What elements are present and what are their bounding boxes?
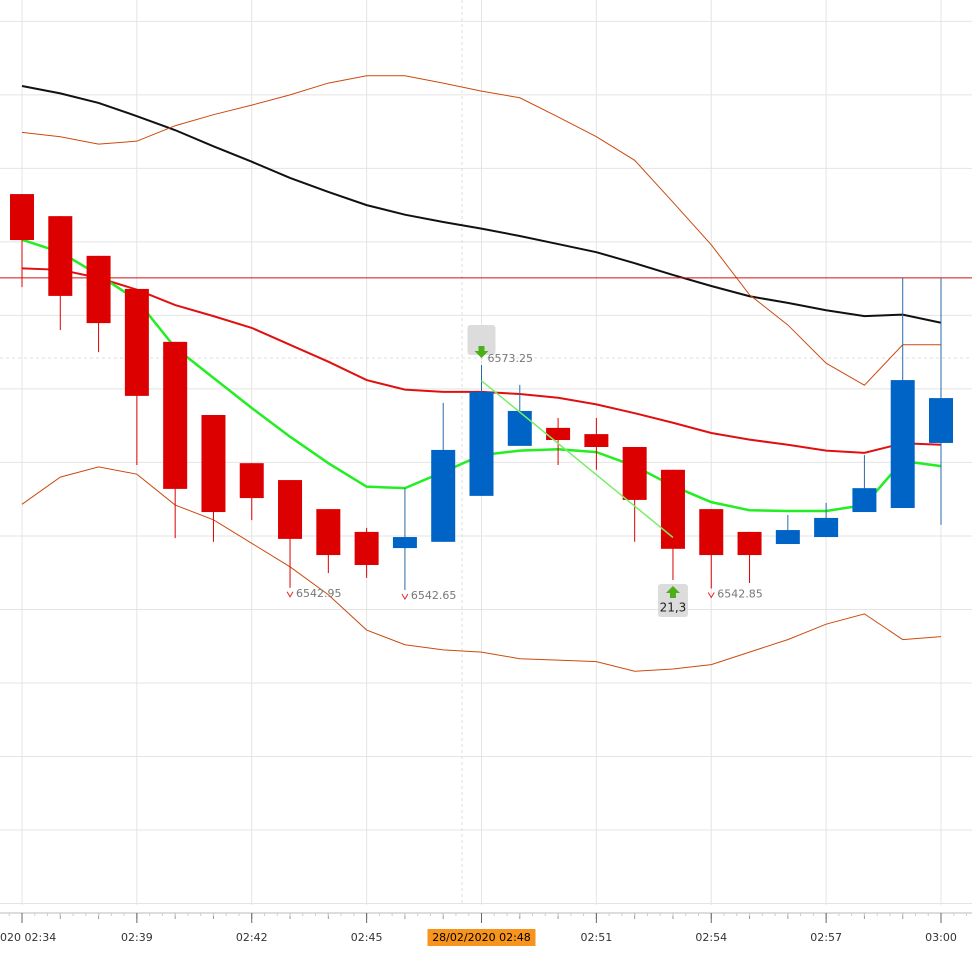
- candle-body: [431, 449, 456, 542]
- x-tick-label: 03:00: [925, 931, 957, 944]
- x-tick-label: 28/02/2020 02:48: [432, 931, 531, 944]
- candle-body: [10, 194, 34, 241]
- candle-body: [201, 415, 226, 513]
- price-label: 6542.85: [717, 588, 763, 601]
- candle-body: [469, 391, 494, 496]
- x-tick-label: 02:39: [121, 931, 153, 944]
- x-tick-label: 02:42: [236, 931, 268, 944]
- low-marker: [286, 591, 294, 598]
- indicator-line: [21, 75, 941, 386]
- x-tick-label: 020 02:34: [0, 931, 56, 944]
- arrow-down: [474, 346, 489, 359]
- candle-body: [814, 517, 839, 538]
- candle-body: [929, 398, 953, 443]
- x-tick-label: 02:54: [695, 931, 727, 944]
- x-tick-label: 02:45: [351, 931, 383, 944]
- indicator-line: [21, 85, 942, 324]
- candle-body: [660, 469, 685, 549]
- candle-body: [278, 480, 303, 539]
- price-label: 6573.25: [488, 352, 534, 365]
- signal-box: [467, 325, 496, 356]
- candle-body: [546, 427, 571, 441]
- candle-body: [890, 380, 915, 509]
- candle-body: [86, 255, 111, 324]
- candle-body: [852, 488, 877, 513]
- arrow-up: [665, 586, 680, 599]
- candle-body: [392, 537, 417, 549]
- candle-body: [316, 509, 341, 556]
- x-label-highlight: [427, 929, 536, 946]
- candle-body: [584, 434, 609, 447]
- x-tick-label: 02:57: [810, 931, 842, 944]
- price-label: 6542.95: [296, 587, 342, 600]
- signal-box: [657, 584, 688, 618]
- signal-label: 21,3: [660, 601, 687, 615]
- low-marker: [707, 592, 715, 599]
- x-tick-label: 02:51: [581, 931, 613, 944]
- low-marker: [401, 593, 409, 600]
- candle-body: [354, 531, 379, 565]
- candle-body: [699, 509, 724, 556]
- candle-body: [775, 530, 800, 545]
- candle-body: [239, 463, 264, 499]
- trend-line: [481, 380, 674, 538]
- candle-body: [507, 410, 532, 446]
- price-label: 6542.65: [411, 589, 457, 602]
- candle-body: [163, 341, 188, 489]
- candle-body: [622, 446, 647, 500]
- candle-body: [48, 216, 73, 296]
- candle-body: [737, 531, 762, 556]
- candle-body: [124, 288, 149, 396]
